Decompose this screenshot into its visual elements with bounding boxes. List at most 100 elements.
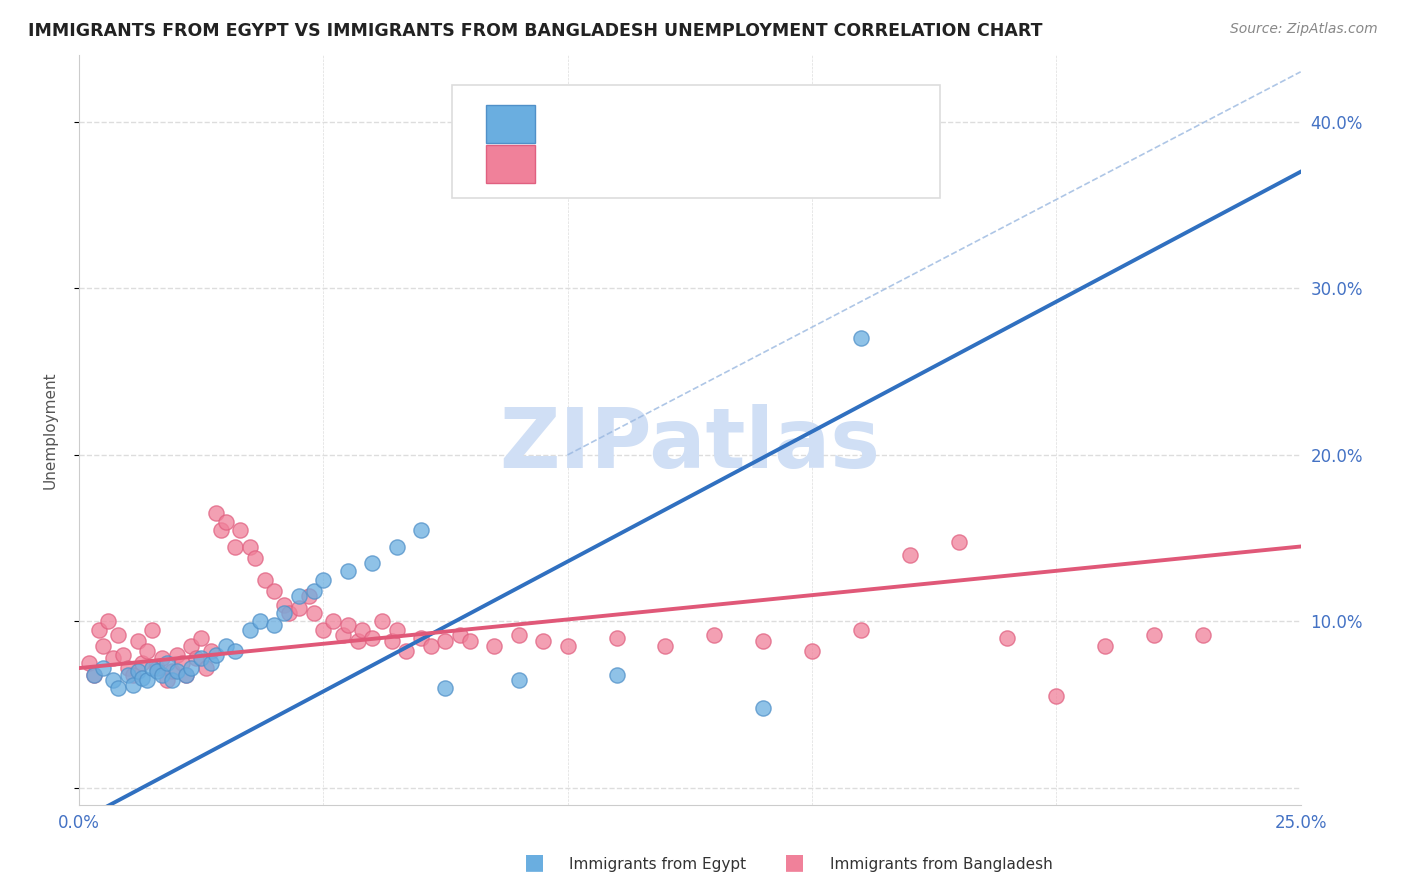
- Point: [239, 540, 262, 554]
- Text: ■: ■: [524, 853, 544, 872]
- Point: [288, 590, 311, 604]
- Point: [107, 681, 129, 695]
- Point: [849, 623, 872, 637]
- Point: [214, 515, 236, 529]
- Point: [332, 628, 354, 642]
- FancyBboxPatch shape: [486, 145, 534, 183]
- Point: [180, 640, 202, 654]
- Point: [111, 648, 134, 662]
- Point: [204, 648, 226, 662]
- Point: [361, 631, 384, 645]
- Point: [278, 606, 301, 620]
- Point: [605, 667, 627, 681]
- Point: [948, 534, 970, 549]
- Point: [200, 644, 222, 658]
- Point: [166, 665, 188, 679]
- Point: [997, 631, 1019, 645]
- Point: [243, 551, 266, 566]
- Point: [484, 640, 506, 654]
- Point: [224, 644, 246, 658]
- Point: [273, 598, 295, 612]
- Text: R = 0.429    N = 73: R = 0.429 N = 73: [557, 155, 733, 173]
- Point: [195, 661, 218, 675]
- Point: [409, 523, 432, 537]
- Point: [434, 681, 457, 695]
- Point: [190, 651, 212, 665]
- Point: [336, 565, 359, 579]
- Point: [97, 615, 120, 629]
- Point: [170, 656, 193, 670]
- Point: [1143, 628, 1166, 642]
- Point: [200, 656, 222, 670]
- Point: [298, 590, 321, 604]
- Point: [156, 656, 179, 670]
- Point: [385, 540, 408, 554]
- Point: [302, 606, 325, 620]
- Point: [419, 640, 441, 654]
- Point: [263, 584, 285, 599]
- Point: [166, 648, 188, 662]
- FancyBboxPatch shape: [451, 85, 941, 197]
- Point: [434, 634, 457, 648]
- Point: [117, 661, 139, 675]
- Point: [385, 623, 408, 637]
- Point: [93, 640, 115, 654]
- Point: [508, 673, 530, 687]
- Point: [146, 661, 169, 675]
- Text: ZIPatlas: ZIPatlas: [499, 404, 880, 485]
- Point: [224, 540, 246, 554]
- Point: [150, 651, 173, 665]
- Point: [752, 634, 775, 648]
- Point: [180, 661, 202, 675]
- Point: [136, 673, 159, 687]
- Point: [336, 617, 359, 632]
- Point: [605, 631, 627, 645]
- Text: Source: ZipAtlas.com: Source: ZipAtlas.com: [1230, 22, 1378, 37]
- Point: [752, 701, 775, 715]
- Point: [176, 667, 198, 681]
- Point: [160, 673, 183, 687]
- Point: [352, 623, 374, 637]
- Point: [83, 667, 105, 681]
- Point: [288, 601, 311, 615]
- Point: [449, 628, 471, 642]
- Text: Immigrants from Egypt: Immigrants from Egypt: [569, 857, 747, 872]
- Point: [107, 628, 129, 642]
- Point: [160, 665, 183, 679]
- Point: [101, 651, 124, 665]
- Point: [1192, 628, 1215, 642]
- Point: [121, 678, 143, 692]
- Text: R = 0.759    N = 38: R = 0.759 N = 38: [557, 115, 733, 133]
- Point: [141, 623, 163, 637]
- Point: [93, 661, 115, 675]
- Point: [127, 665, 149, 679]
- Point: [121, 667, 143, 681]
- Point: [83, 667, 105, 681]
- Point: [117, 667, 139, 681]
- Point: [263, 617, 285, 632]
- Point: [77, 656, 100, 670]
- Point: [131, 656, 153, 670]
- Point: [176, 667, 198, 681]
- Point: [253, 573, 276, 587]
- Point: [801, 644, 824, 658]
- Point: [87, 623, 110, 637]
- Point: [136, 644, 159, 658]
- Point: [703, 628, 725, 642]
- Point: [1045, 690, 1067, 704]
- Point: [156, 673, 179, 687]
- Point: [458, 634, 481, 648]
- Point: [127, 634, 149, 648]
- Point: [150, 667, 173, 681]
- Point: [531, 634, 554, 648]
- Point: [312, 623, 335, 637]
- Text: ■: ■: [785, 853, 804, 872]
- Point: [273, 606, 295, 620]
- Point: [557, 640, 579, 654]
- Point: [186, 651, 208, 665]
- Point: [381, 634, 404, 648]
- Text: Immigrants from Bangladesh: Immigrants from Bangladesh: [830, 857, 1052, 872]
- Point: [346, 634, 368, 648]
- Point: [214, 640, 236, 654]
- Point: [229, 523, 252, 537]
